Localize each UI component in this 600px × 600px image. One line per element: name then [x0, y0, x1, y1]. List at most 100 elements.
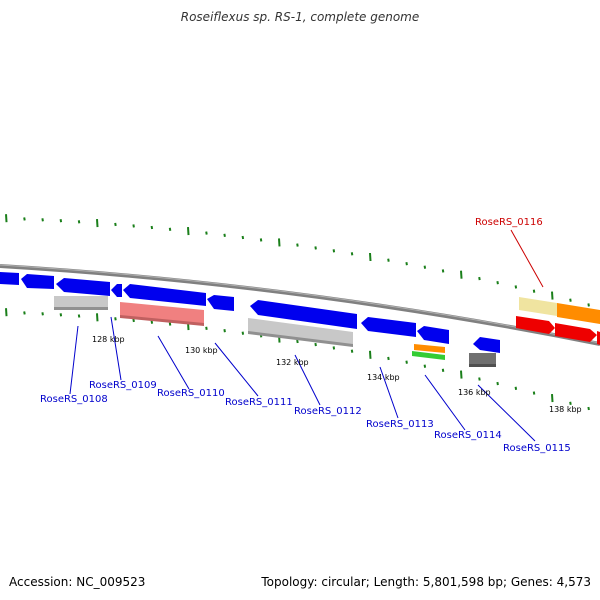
feature-block-0114-green[interactable] [412, 351, 445, 360]
gene-label-0113[interactable]: RoseRS_0113 [366, 419, 434, 430]
gene-label-0114[interactable]: RoseRS_0114 [434, 430, 502, 441]
inner-track-tick [205, 326, 208, 330]
outer-track-tick [460, 270, 463, 279]
scale-label-134: 134 kbp [367, 373, 400, 382]
gene-forward-5[interactable] [123, 284, 206, 306]
feature-block-0114-orange[interactable] [414, 344, 445, 353]
inner-track-tick [496, 381, 499, 386]
inner-track-tick [441, 368, 445, 372]
inner-track-tick [405, 360, 408, 364]
feature-block-0108[interactable] [54, 296, 108, 309]
outer-track-tick [223, 233, 226, 237]
forward-genes [0, 272, 500, 353]
gene-label-0110[interactable]: RoseRS_0110 [157, 388, 225, 399]
outer-track-tick [205, 231, 208, 235]
scale-label-130: 130 kbp [185, 346, 218, 355]
outer-track-tick [278, 238, 281, 247]
inner-track-tick [532, 391, 536, 395]
inner-track-tick [296, 339, 299, 344]
gene-forward-7[interactable] [250, 300, 357, 329]
inner-track-tick [478, 377, 481, 381]
feature-block-0116-red-3[interactable] [597, 331, 600, 345]
gene-label-0112[interactable]: RoseRS_0112 [294, 406, 362, 417]
gene-forward-3[interactable] [56, 278, 110, 296]
outer-track-tick [587, 303, 590, 307]
outer-track-tick [423, 265, 427, 269]
inner-track-tick [132, 318, 135, 323]
inner-track-tick [77, 314, 81, 318]
callout-line-0111 [214, 342, 259, 397]
outer-track-tick [168, 227, 172, 231]
outer-track-tick [441, 269, 445, 273]
outer-track-tick [96, 219, 99, 228]
feature-block-0116-yellow[interactable] [519, 297, 557, 316]
feature-block-0115-shadow [469, 364, 496, 367]
gene-label-0111[interactable]: RoseRS_0111 [225, 397, 293, 408]
genome-summary-text: Topology: circular; Length: 5,801,598 bp… [261, 575, 591, 589]
feature-block-0110-shadow [120, 315, 204, 326]
gene-label-0116[interactable]: RoseRS_0116 [475, 217, 543, 228]
scale-label-138: 138 kbp [549, 405, 582, 414]
callout-line-0110 [157, 335, 190, 390]
inner-track-tick [241, 331, 245, 335]
feature-block-0116-red-1[interactable] [516, 316, 555, 334]
scale-label-136: 136 kbp [458, 388, 491, 397]
gene-forward-4[interactable] [111, 284, 122, 297]
gene-label-0109[interactable]: RoseRS_0109 [89, 380, 157, 391]
outer-track-tick [405, 262, 408, 266]
inner-track-tick [551, 394, 554, 403]
inner-track-tick [96, 313, 99, 322]
outer-track-tick [23, 217, 26, 221]
gene-forward-2[interactable] [21, 274, 54, 289]
outer-track-tick [551, 291, 554, 300]
inner-track-tick [223, 329, 226, 333]
gene-labels: RoseRS_0108 RoseRS_0109 RoseRS_0110 Rose… [40, 217, 571, 454]
feature-block-0108-shadow [54, 307, 108, 310]
outer-track-tick [41, 218, 44, 222]
outer-track-tick [187, 227, 190, 236]
outer-track-tick [59, 219, 63, 223]
callout-line-0109 [110, 316, 122, 381]
feature-block-0110[interactable] [120, 302, 204, 324]
accession-text: Accession: NC_009523 [9, 575, 146, 589]
feature-block-0115[interactable] [469, 353, 496, 366]
feature-block-0116-red-2[interactable] [555, 323, 597, 342]
outer-track-tick [77, 220, 81, 224]
feature-block-0116-orange[interactable] [557, 303, 600, 324]
outer-track-tick [387, 258, 390, 262]
feature-block-0112-shadow [248, 331, 353, 347]
gene-forward-10[interactable] [473, 337, 500, 353]
inner-track-tick [569, 401, 572, 405]
outer-track-tick [496, 281, 499, 285]
inner-track-tick [332, 346, 336, 350]
gene-label-0108[interactable]: RoseRS_0108 [40, 394, 108, 405]
inner-tick-track [5, 308, 590, 411]
outer-track-tick [478, 276, 481, 281]
gene-label-0115[interactable]: RoseRS_0115 [503, 443, 571, 454]
outer-track-tick [132, 224, 135, 228]
outer-track-tick [532, 289, 536, 293]
gene-forward-1[interactable] [0, 272, 19, 285]
outer-track-tick [514, 285, 518, 289]
outer-track-tick [350, 252, 354, 256]
outer-track-tick [296, 243, 299, 247]
genome-backbone [0, 264, 600, 346]
gene-forward-8[interactable] [361, 317, 416, 337]
inner-track-tick [114, 317, 117, 321]
gene-forward-6[interactable] [207, 295, 234, 311]
inner-track-tick [460, 370, 463, 379]
outer-track-tick [314, 246, 317, 250]
feature-blocks [54, 296, 600, 367]
outer-track-tick [259, 238, 263, 242]
feature-block-0112[interactable] [248, 318, 353, 345]
inner-track-tick [5, 308, 8, 317]
inner-track-tick [387, 356, 390, 361]
inner-track-tick [369, 350, 372, 359]
callout-lines [69, 229, 544, 442]
inner-track-tick [350, 349, 354, 353]
inner-track-tick [514, 386, 518, 390]
gene-forward-9[interactable] [417, 326, 449, 344]
outer-track-tick [369, 252, 372, 262]
outer-tick-track [5, 214, 590, 307]
